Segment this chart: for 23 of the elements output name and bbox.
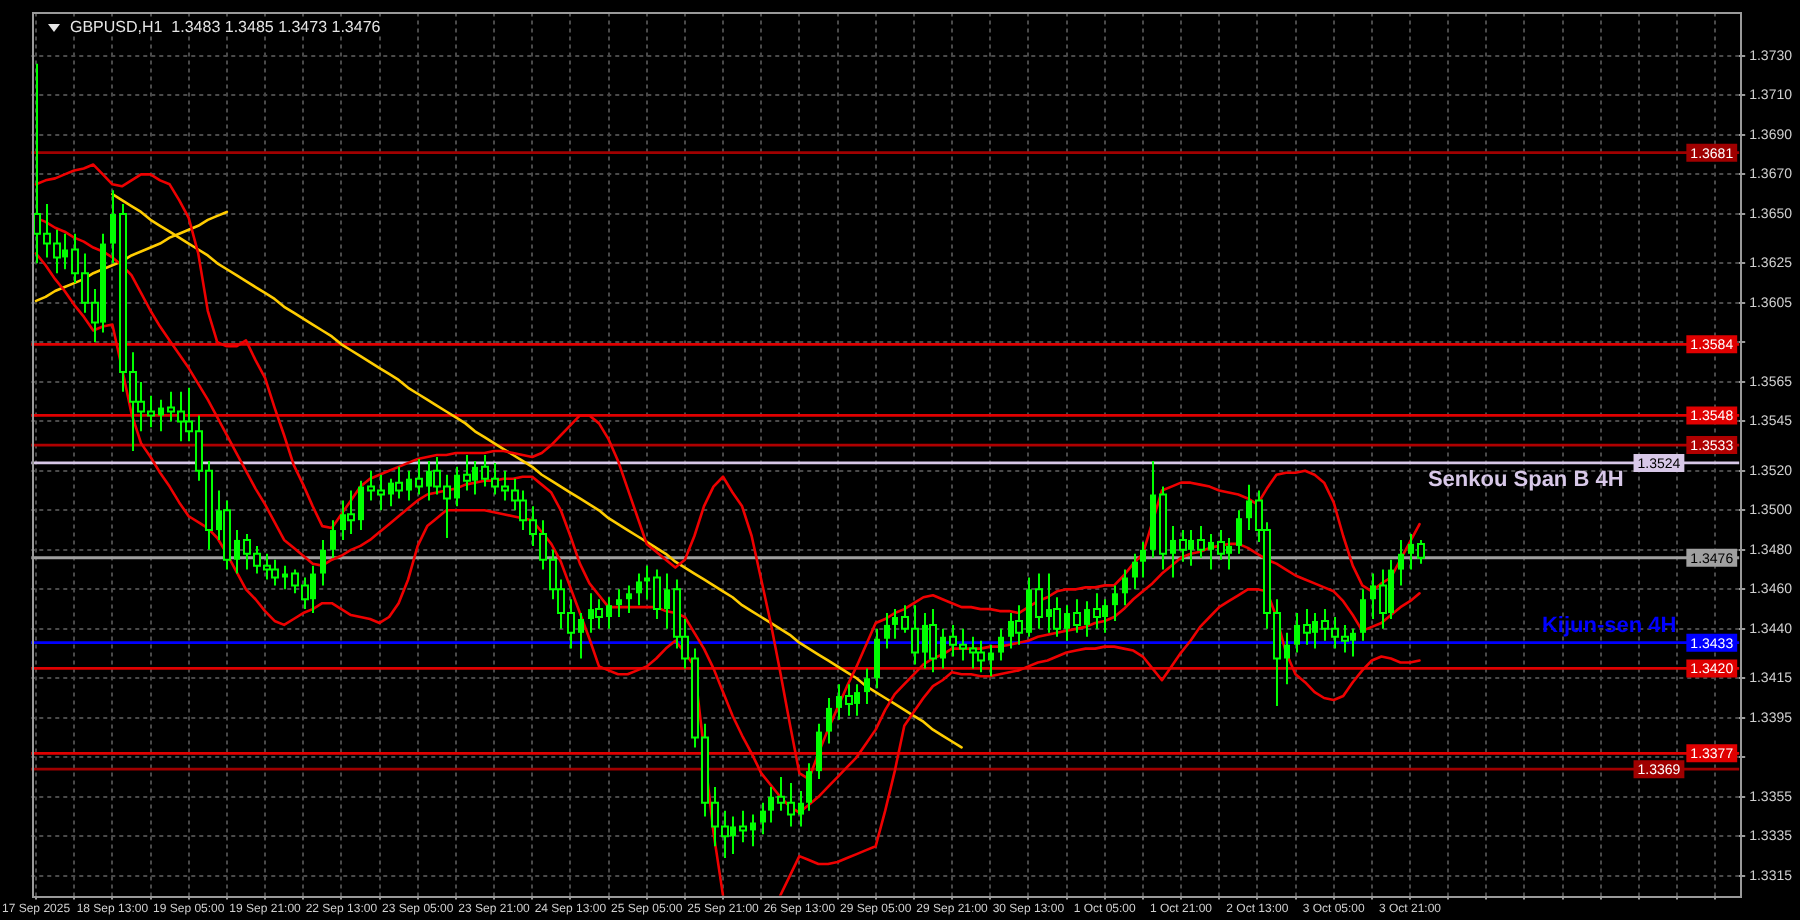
candlestick xyxy=(1122,568,1128,607)
candlestick xyxy=(826,697,832,745)
candlestick xyxy=(816,722,822,781)
candlestick xyxy=(636,572,642,607)
candlestick xyxy=(874,627,880,690)
candlestick xyxy=(884,612,890,650)
candlestick xyxy=(1140,540,1146,579)
candlestick xyxy=(864,667,870,705)
candlestick xyxy=(626,584,632,615)
candlestick xyxy=(1132,552,1138,591)
chart-title: GBPUSD,H1 1.3483 1.3485 1.3473 1.3476 xyxy=(70,18,381,36)
candlestick xyxy=(806,762,812,812)
candlestick xyxy=(1112,584,1118,622)
candlestick xyxy=(320,538,326,587)
candlestick xyxy=(998,627,1004,662)
candlestick xyxy=(760,801,766,836)
candlestick xyxy=(1236,509,1242,555)
candlestick xyxy=(616,588,622,619)
annotation: Senkou Span B 4H xyxy=(1427,467,1624,492)
candlestick xyxy=(1398,538,1404,587)
candlestick xyxy=(1360,588,1366,642)
annotation: Kijun-sen 4H xyxy=(1541,613,1677,638)
candlestick xyxy=(330,519,336,559)
